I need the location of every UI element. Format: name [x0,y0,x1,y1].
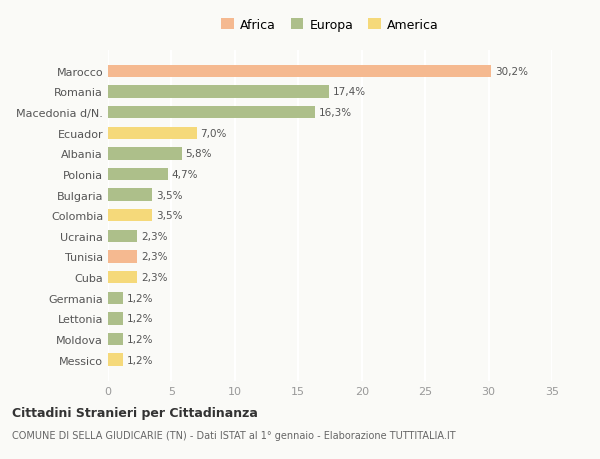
Text: 16,3%: 16,3% [319,108,352,118]
Text: Cittadini Stranieri per Cittadinanza: Cittadini Stranieri per Cittadinanza [12,406,258,419]
Text: 1,2%: 1,2% [127,313,154,324]
Bar [108,271,137,284]
Bar [108,251,137,263]
Bar [108,106,315,119]
Text: 1,2%: 1,2% [127,334,154,344]
Text: 5,8%: 5,8% [185,149,212,159]
Bar [108,66,491,78]
Bar [108,86,329,98]
Text: 2,3%: 2,3% [141,231,167,241]
Text: 1,2%: 1,2% [127,293,154,303]
Text: 2,3%: 2,3% [141,252,167,262]
Bar [108,292,123,304]
Text: 3,5%: 3,5% [156,190,183,200]
Text: COMUNE DI SELLA GIUDICARIE (TN) - Dati ISTAT al 1° gennaio - Elaborazione TUTTIT: COMUNE DI SELLA GIUDICARIE (TN) - Dati I… [12,431,455,441]
Bar [108,230,137,242]
Text: 17,4%: 17,4% [332,87,365,97]
Text: 2,3%: 2,3% [141,273,167,282]
Bar [108,148,182,160]
Text: 7,0%: 7,0% [200,129,227,139]
Text: 30,2%: 30,2% [495,67,528,77]
Text: 3,5%: 3,5% [156,211,183,221]
Bar [108,168,167,181]
Bar [108,313,123,325]
Bar [108,353,123,366]
Legend: Africa, Europa, America: Africa, Europa, America [216,14,444,37]
Text: 1,2%: 1,2% [127,355,154,365]
Text: 4,7%: 4,7% [172,169,198,179]
Bar [108,210,152,222]
Bar [108,189,152,202]
Bar [108,333,123,345]
Bar [108,127,197,140]
